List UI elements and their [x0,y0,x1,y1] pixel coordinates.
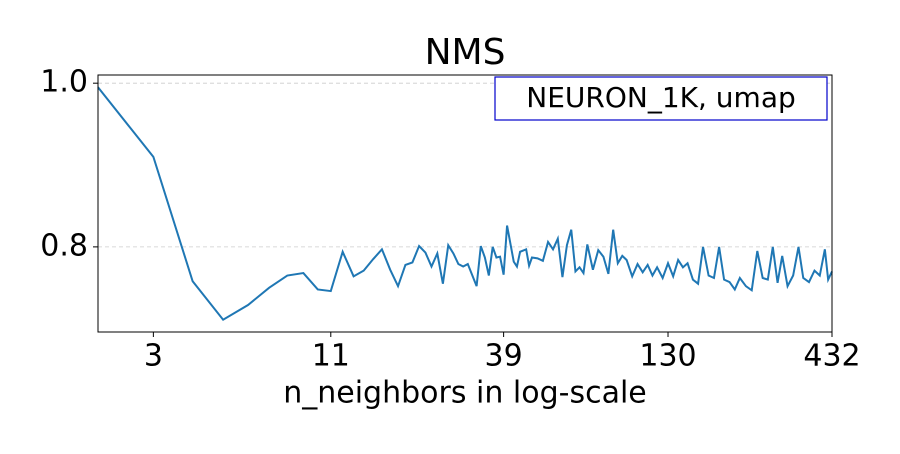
x-tick-label: 3 [144,339,163,374]
y-tick-label: 1.0 [40,65,88,100]
annotation: NEURON_1K, umap [526,81,796,114]
chart-title: NMS [425,32,506,73]
x-tick-label: 11 [312,339,350,374]
data-line [97,86,833,322]
annotation-box [494,76,828,121]
y-tick-label: 0.8 [40,228,88,263]
x-axis-label: n_neighbors in log-scale [283,376,647,411]
plot-frame [97,74,833,333]
x-tick-label: 39 [485,339,523,374]
x-tick-label: 432 [803,339,860,374]
x-tick-label: 130 [639,339,696,374]
